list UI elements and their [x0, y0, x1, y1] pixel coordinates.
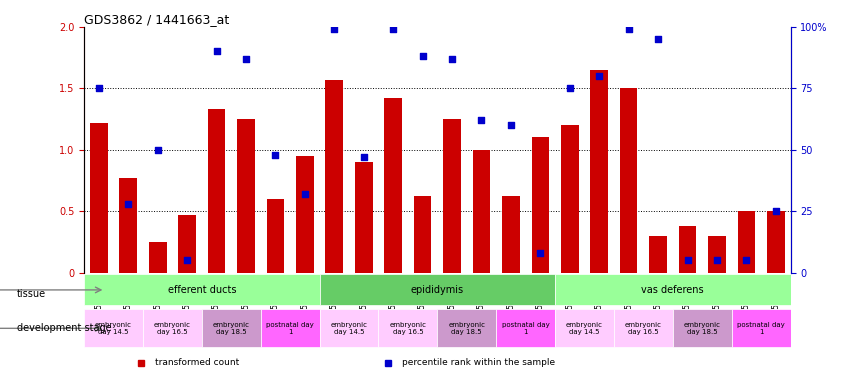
FancyBboxPatch shape: [673, 310, 732, 348]
Point: [151, 147, 164, 153]
Bar: [237, 119, 255, 273]
Point: [415, 53, 429, 60]
Bar: [738, 211, 755, 273]
Text: embryonic
day 14.5: embryonic day 14.5: [331, 322, 368, 335]
Text: embryonic
day 14.5: embryonic day 14.5: [95, 322, 132, 335]
Point: [651, 36, 664, 42]
Text: efferent ducts: efferent ducts: [167, 285, 236, 295]
FancyBboxPatch shape: [84, 310, 143, 348]
Text: embryonic
day 16.5: embryonic day 16.5: [389, 322, 426, 335]
Bar: [384, 98, 402, 273]
Bar: [325, 80, 343, 273]
Bar: [679, 226, 696, 273]
FancyBboxPatch shape: [320, 310, 378, 348]
Text: embryonic
day 16.5: embryonic day 16.5: [154, 322, 191, 335]
Text: embryonic
day 18.5: embryonic day 18.5: [213, 322, 250, 335]
Point: [327, 26, 341, 32]
Bar: [443, 119, 461, 273]
Point: [680, 257, 694, 263]
FancyBboxPatch shape: [320, 275, 555, 306]
Point: [268, 152, 282, 158]
FancyBboxPatch shape: [202, 310, 261, 348]
FancyBboxPatch shape: [84, 275, 320, 306]
Bar: [119, 178, 137, 273]
FancyBboxPatch shape: [555, 275, 791, 306]
Text: development stage: development stage: [17, 323, 112, 333]
Bar: [708, 236, 726, 273]
Point: [504, 122, 517, 128]
Text: postnatal day
1: postnatal day 1: [502, 322, 549, 335]
Text: GDS3862 / 1441663_at: GDS3862 / 1441663_at: [84, 13, 230, 26]
Bar: [90, 123, 108, 273]
Text: embryonic
day 14.5: embryonic day 14.5: [566, 322, 603, 335]
FancyBboxPatch shape: [378, 310, 437, 348]
Bar: [561, 125, 579, 273]
FancyBboxPatch shape: [261, 310, 320, 348]
Text: transformed count: transformed count: [155, 358, 239, 367]
Bar: [267, 199, 284, 273]
Bar: [296, 156, 314, 273]
Text: tissue: tissue: [17, 289, 46, 299]
FancyBboxPatch shape: [555, 310, 614, 348]
Point: [121, 201, 135, 207]
Point: [210, 48, 224, 55]
Point: [445, 56, 458, 62]
FancyBboxPatch shape: [614, 310, 673, 348]
Bar: [355, 162, 373, 273]
Point: [386, 26, 399, 32]
Bar: [620, 88, 637, 273]
Text: postnatal day
1: postnatal day 1: [267, 322, 314, 335]
FancyBboxPatch shape: [732, 310, 791, 348]
Point: [180, 257, 193, 263]
Bar: [473, 150, 490, 273]
Bar: [532, 137, 549, 273]
Point: [533, 250, 547, 256]
Bar: [414, 197, 431, 273]
Bar: [502, 197, 520, 273]
Point: [592, 73, 606, 79]
Point: [563, 85, 576, 91]
Point: [739, 257, 753, 263]
Text: percentile rank within the sample: percentile rank within the sample: [402, 358, 555, 367]
Point: [710, 257, 723, 263]
FancyBboxPatch shape: [143, 310, 202, 348]
Bar: [590, 70, 608, 273]
Point: [93, 85, 106, 91]
Text: embryonic
day 18.5: embryonic day 18.5: [684, 322, 721, 335]
Text: postnatal day
1: postnatal day 1: [738, 322, 785, 335]
Point: [298, 191, 311, 197]
Bar: [149, 242, 167, 273]
Text: epididymis: epididymis: [410, 285, 464, 295]
Point: [621, 26, 635, 32]
Point: [357, 154, 370, 160]
Point: [239, 56, 252, 62]
Text: vas deferens: vas deferens: [642, 285, 704, 295]
FancyBboxPatch shape: [496, 310, 555, 348]
FancyBboxPatch shape: [437, 310, 496, 348]
Bar: [208, 109, 225, 273]
Bar: [649, 236, 667, 273]
Text: embryonic
day 16.5: embryonic day 16.5: [625, 322, 662, 335]
Bar: [767, 211, 785, 273]
Point: [474, 117, 488, 123]
Bar: [178, 215, 196, 273]
Point: [769, 208, 782, 214]
Text: embryonic
day 18.5: embryonic day 18.5: [448, 322, 485, 335]
